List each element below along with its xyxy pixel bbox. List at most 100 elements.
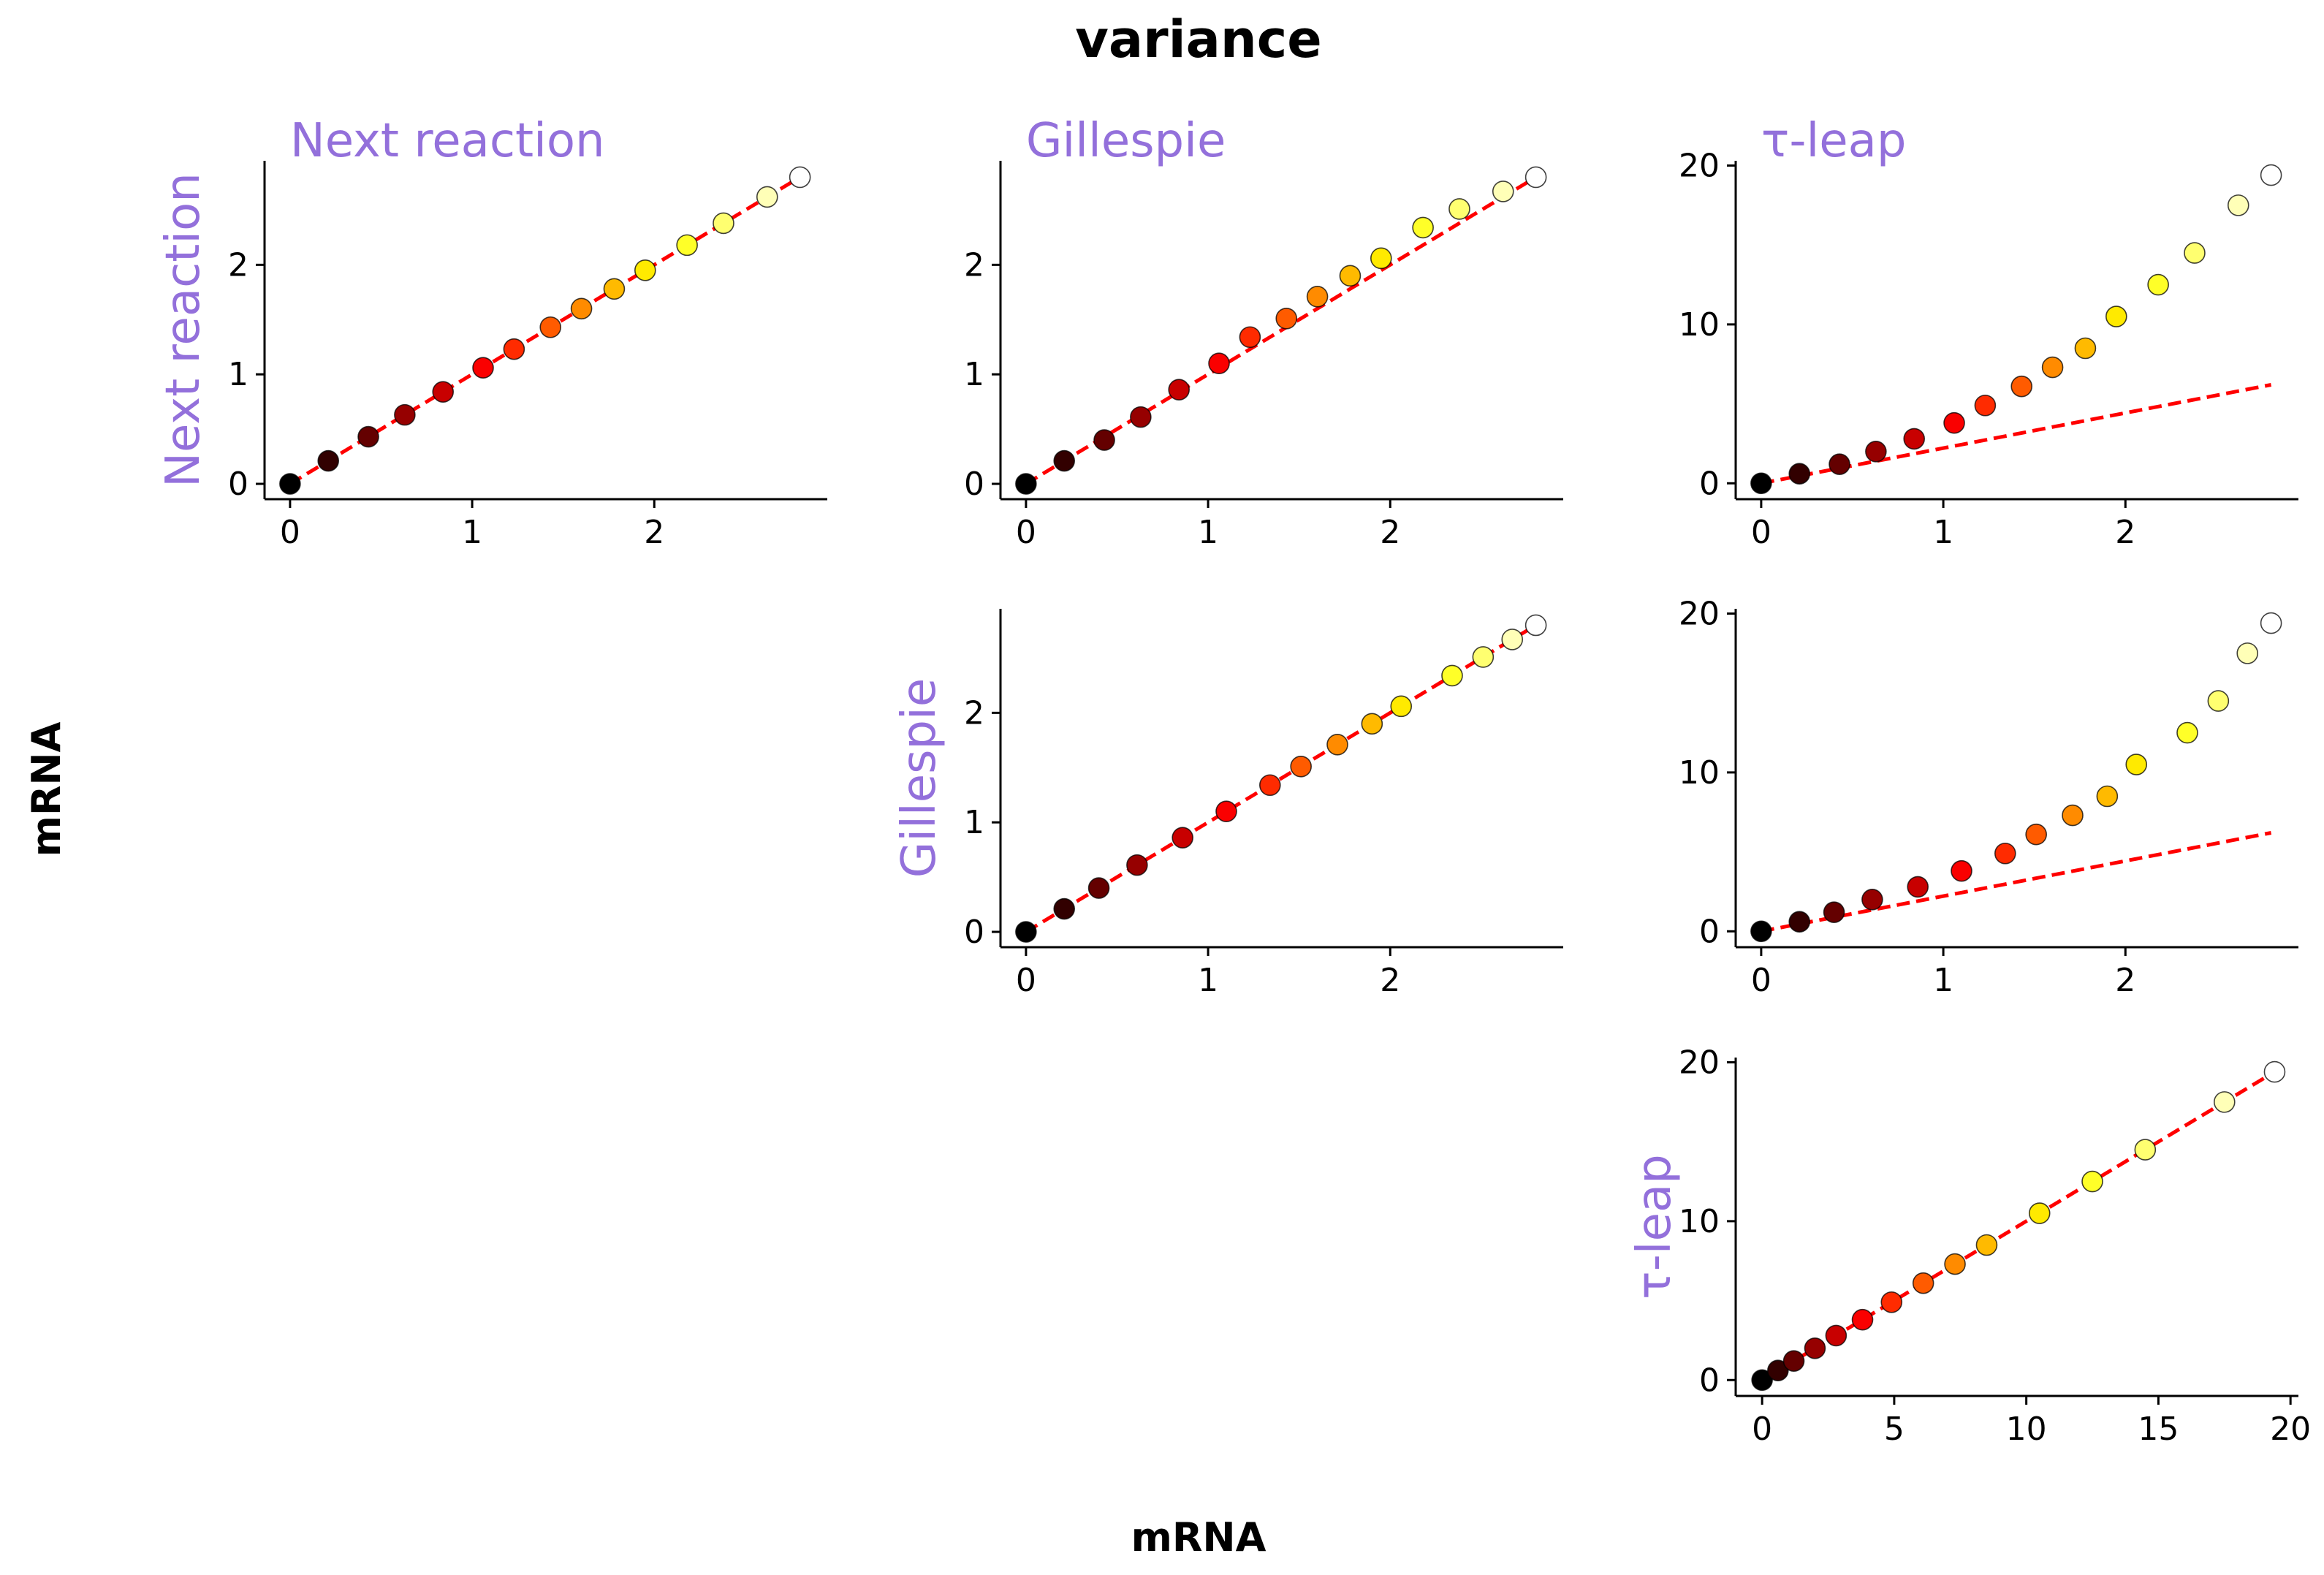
data-point: [1290, 755, 1312, 778]
x-tick-label: 5: [1884, 1411, 1905, 1448]
data-point: [2062, 804, 2084, 827]
data-point: [634, 259, 656, 281]
x-tick-label: 10: [2006, 1411, 2047, 1448]
x-tick-label: 2: [644, 514, 664, 551]
data-point: [317, 449, 340, 472]
y-tick-label: 2: [228, 246, 248, 284]
data-point: [357, 425, 379, 448]
data-point: [1750, 472, 1772, 495]
data-point: [2125, 754, 2148, 775]
y-tick-label: 0: [1699, 1362, 1720, 1399]
x-tick-label: 1: [1933, 962, 1953, 999]
data-point: [2176, 721, 2198, 744]
data-point: [279, 473, 301, 495]
data-point: [2184, 242, 2206, 264]
data-point: [1053, 897, 1076, 920]
x-tick-label: 2: [2115, 962, 2135, 999]
data-point: [1126, 854, 1148, 876]
data-point: [1994, 842, 2016, 865]
data-point: [1767, 1359, 1789, 1382]
y-tick-label: 1: [964, 804, 984, 841]
data-point: [1501, 629, 1524, 650]
data-point: [1093, 429, 1115, 451]
data-point: [1951, 859, 1972, 882]
data-point: [432, 381, 455, 403]
panel-0: 0 1 2 0 1 2 Next reaction Next reaction: [156, 114, 827, 551]
data-point: [1851, 1308, 1874, 1331]
row-label: τ-leap: [1628, 1154, 1682, 1299]
x-tick-label: 0: [1016, 514, 1036, 551]
y-tick-label: 2: [964, 694, 984, 732]
panel-3: 0 1 2 0 1 2 Gillespie: [892, 609, 1563, 999]
data-point: [1441, 664, 1463, 687]
data-point: [1974, 394, 1997, 417]
y-tick-label: 0: [228, 466, 248, 503]
panel-5: 0 5 10 15 20 0 10 20 τ-leap: [1628, 1044, 2311, 1448]
column-title: Next reaction: [290, 114, 605, 168]
data-point: [2260, 164, 2282, 186]
y-tick-label: 20: [1679, 1044, 1720, 1082]
x-tick-label: 1: [1933, 514, 1953, 551]
data-point: [2260, 612, 2282, 634]
y-tick-label: 1: [228, 356, 248, 393]
figure-y-label: mRNA: [23, 721, 69, 857]
x-tick-label: 15: [2138, 1411, 2179, 1448]
column-title: Gillespie: [1026, 114, 1226, 168]
data-point: [676, 234, 698, 257]
x-tick-label: 0: [1016, 962, 1036, 999]
fit-line: [1761, 1070, 2276, 1382]
data-point: [503, 338, 525, 360]
data-point: [1208, 352, 1230, 375]
y-tick-label: 0: [964, 466, 984, 503]
x-tick-label: 0: [1751, 962, 1772, 999]
data-point: [2227, 194, 2249, 216]
x-tick-label: 1: [1198, 962, 1218, 999]
data-point: [2025, 823, 2047, 846]
data-point: [603, 278, 626, 300]
data-point: [1943, 411, 1965, 434]
data-point: [1390, 695, 1413, 718]
data-point: [1053, 449, 1076, 472]
data-point: [1306, 285, 1329, 308]
data-point: [1448, 198, 1470, 220]
data-point: [2207, 690, 2230, 712]
data-point: [2147, 273, 2169, 296]
data-point: [1825, 1324, 1848, 1347]
data-point: [394, 403, 416, 426]
data-point: [1339, 265, 1362, 287]
data-point: [1326, 733, 1348, 756]
column-title: τ-leap: [1761, 114, 1907, 168]
y-tick-label: 0: [964, 914, 984, 951]
data-point: [1823, 901, 1845, 923]
x-tick-label: 0: [1751, 514, 1772, 551]
data-point: [1912, 1272, 1934, 1294]
x-tick-label: 0: [1752, 1411, 1772, 1448]
data-point: [2028, 1202, 2051, 1224]
data-point: [1130, 406, 1152, 428]
data-point: [1788, 911, 1811, 933]
data-point: [1782, 1350, 1805, 1372]
data-point: [1172, 827, 1193, 849]
data-point: [1788, 463, 1811, 485]
data-point: [2041, 356, 2064, 379]
row-label: Next reaction: [156, 172, 210, 487]
data-point: [2105, 305, 2127, 327]
x-tick-label: 2: [1380, 514, 1400, 551]
data-point: [1751, 1369, 1773, 1392]
data-point: [756, 186, 778, 208]
x-tick-label: 1: [1198, 514, 1218, 551]
data-point: [2081, 1170, 2103, 1193]
data-point: [1168, 379, 1191, 401]
data-point: [1412, 216, 1434, 239]
y-tick-label: 10: [1679, 1203, 1720, 1240]
data-point: [1015, 921, 1037, 943]
data-point: [1524, 614, 1547, 637]
data-point: [1259, 774, 1281, 797]
y-tick-label: 0: [1699, 913, 1720, 950]
y-tick-label: 10: [1679, 306, 1720, 344]
figure-x-label: mRNA: [1131, 1514, 1267, 1560]
